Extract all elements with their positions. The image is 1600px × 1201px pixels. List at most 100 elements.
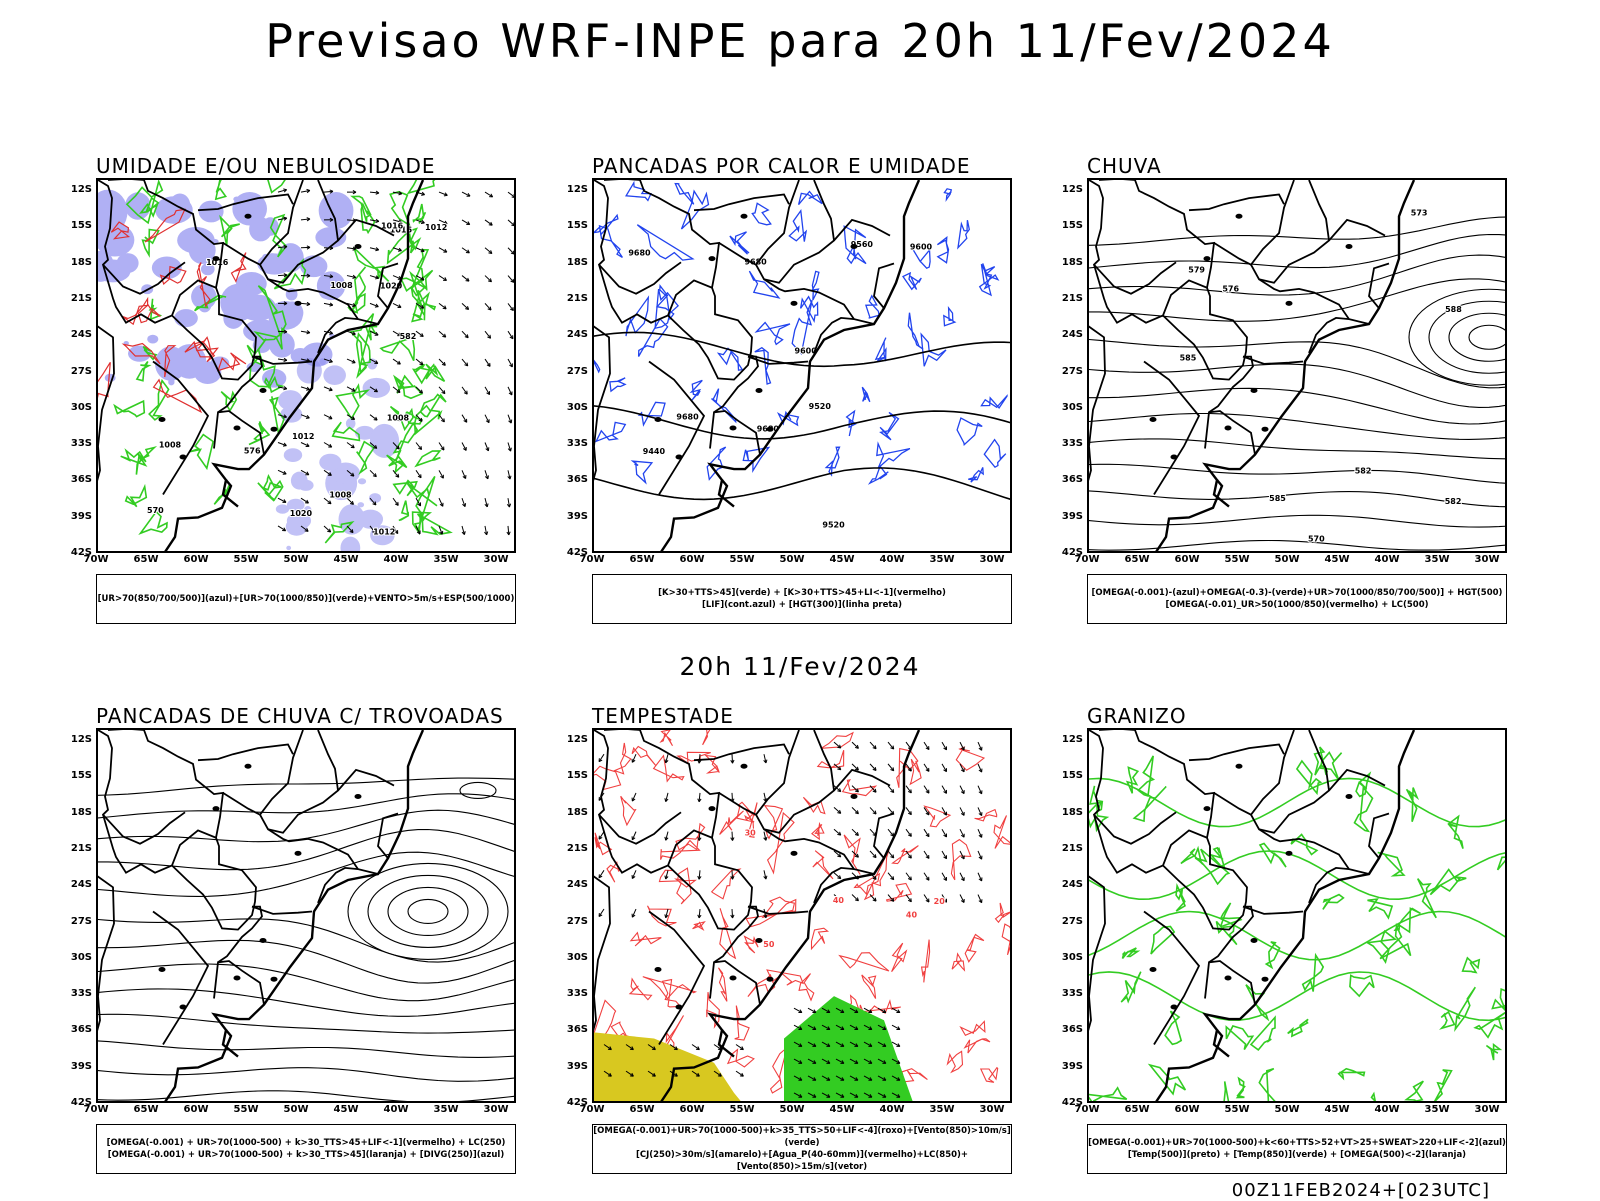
lake — [791, 851, 798, 856]
precipitable-water-line — [630, 979, 652, 1000]
latitude-tick-label: 33S — [1062, 438, 1083, 449]
lake — [791, 301, 798, 306]
lif-contour-line — [749, 271, 779, 298]
lif-contour-line — [862, 387, 870, 402]
border-line — [1369, 264, 1389, 309]
lif-contour-line — [610, 378, 625, 391]
temp850-contour-line — [1498, 848, 1507, 870]
humidity-shade-cell — [358, 478, 366, 484]
humidity-shade-cell — [340, 537, 360, 553]
latitude-tick-label: 27S — [71, 366, 92, 377]
thickness-contour-line — [154, 380, 201, 412]
latitude-tick-label: 18S — [1062, 257, 1083, 268]
contour-label: 1012 — [425, 223, 447, 232]
longitude-tick-label: 35W — [930, 1104, 955, 1115]
temp850-contour-line — [1350, 975, 1374, 996]
precipitable-water-line — [821, 733, 853, 749]
lif-contour-line — [968, 467, 983, 482]
low-level-humidity-line — [115, 401, 145, 417]
border-line — [98, 730, 223, 873]
lif-contour-line — [958, 220, 969, 248]
temp850-contour-line — [1288, 1019, 1308, 1036]
humidity-shade-cell — [155, 196, 193, 224]
humidity-shade-cell — [194, 361, 221, 384]
precipitable-water-line — [595, 833, 611, 855]
contour-label: 9680 — [676, 412, 699, 421]
lake — [1286, 301, 1293, 306]
latitude-tick-label: 33S — [71, 438, 92, 449]
longitude-tick-label: 50W — [284, 554, 309, 565]
latitude-tick-label: 30S — [71, 402, 92, 413]
latitude-tick-label: 27S — [71, 916, 92, 927]
contour-label: 9520 — [809, 402, 832, 411]
longitude-tick-label: 35W — [434, 554, 459, 565]
low-level-humidity-line — [137, 362, 149, 381]
longitude-tick-label: 30W — [1475, 1104, 1500, 1115]
temp850-contour-line — [1475, 1012, 1506, 1037]
lake — [1251, 388, 1258, 393]
longitude-tick-label: 45W — [1325, 554, 1350, 565]
border-line — [874, 814, 894, 859]
latitude-tick-label: 12S — [567, 734, 588, 745]
temp850-contour-line — [1486, 1045, 1500, 1061]
latitude-tick-label: 39S — [1062, 1061, 1083, 1072]
border-line — [98, 875, 114, 1103]
wind850-area — [784, 996, 914, 1103]
lake — [159, 967, 166, 972]
lake — [655, 417, 662, 422]
contour-label: 576 — [1222, 285, 1239, 294]
precipitable-water-line — [994, 816, 1012, 849]
lc250-streamline-ring — [368, 875, 488, 947]
precipitable-water-line — [893, 846, 919, 864]
lc250-streamline-ring — [388, 887, 468, 935]
latitude-tick-label: 12S — [1062, 734, 1083, 745]
lc250-streamline-line — [98, 940, 516, 983]
precipitable-water-line — [965, 935, 984, 962]
lake — [756, 388, 763, 393]
longitude-tick-label: 70W — [84, 554, 109, 565]
legend-line: [K>30+TTS>45](verde) + [K>30+TTS>45+LI<-… — [658, 587, 946, 599]
temp850-contour-line — [1226, 1026, 1252, 1050]
precipitable-water-line — [862, 975, 876, 999]
lake — [180, 1005, 187, 1010]
legend-box: [OMEGA(-0.001)+UR>70(1000-500)+k<60+TTS>… — [1087, 1124, 1507, 1174]
border-line — [714, 907, 758, 963]
latitude-tick-label: 15S — [1062, 770, 1083, 781]
humidity-shade-cell — [339, 504, 365, 534]
longitude-tick-label: 30W — [484, 554, 509, 565]
precipitable-water-line — [925, 806, 950, 827]
lif-contour-line — [752, 203, 771, 225]
map-canvas: 1016101610121008102010201016101210081008… — [98, 180, 516, 553]
temp850-contour-line — [1237, 1078, 1244, 1097]
latitude-tick-label: 27S — [567, 366, 588, 377]
border-line — [1089, 325, 1105, 553]
lake — [213, 256, 220, 261]
latitude-tick-label: 12S — [1062, 184, 1083, 195]
border-line — [710, 411, 760, 455]
precipitable-water-line — [719, 968, 727, 1002]
longitude-tick-label: 50W — [1275, 554, 1300, 565]
hgt500-contour-line — [1089, 235, 1507, 270]
legend-line: [OMEGA(-0.001)+UR>70(1000-500)+k>35_TTS>… — [593, 1125, 1011, 1149]
border-line — [1089, 875, 1105, 1103]
map-frame — [96, 728, 516, 1103]
longitude-tick-label: 65W — [630, 554, 655, 565]
lake — [295, 301, 302, 306]
contour-label: 9520 — [822, 520, 845, 529]
humidity-shade-cell — [286, 518, 308, 536]
hgt500-contour-line — [1089, 364, 1507, 407]
precipitable-water-line — [648, 906, 677, 926]
longitude-tick-label: 55W — [234, 1104, 259, 1115]
coastline — [163, 1030, 231, 1103]
lc250-streamline-ring — [408, 899, 448, 923]
longitude-tick-label: 55W — [730, 554, 755, 565]
lake — [1262, 977, 1269, 982]
lake — [1286, 851, 1293, 856]
longitude-tick-label: 45W — [334, 554, 359, 565]
border-line — [874, 264, 894, 309]
contour-label: 588 — [1445, 305, 1462, 314]
legend-line: [UR>70(850/700/500)](azul)+[UR>70(1000/8… — [98, 593, 515, 605]
temp850-contour-line — [1138, 756, 1153, 796]
lake — [260, 388, 267, 393]
